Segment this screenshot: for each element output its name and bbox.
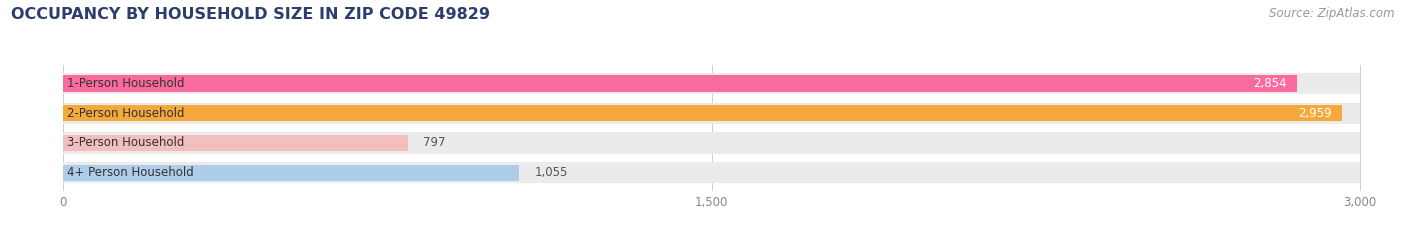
Text: 3-Person Household: 3-Person Household (66, 137, 184, 150)
Text: 797: 797 (423, 137, 446, 150)
Text: 4+ Person Household: 4+ Person Household (66, 166, 194, 179)
Text: 2,854: 2,854 (1253, 77, 1286, 90)
Bar (63, 73, 1360, 94)
Text: OCCUPANCY BY HOUSEHOLD SIZE IN ZIP CODE 49829: OCCUPANCY BY HOUSEHOLD SIZE IN ZIP CODE … (11, 7, 491, 22)
Bar (63, 103, 1360, 124)
Text: 1,055: 1,055 (534, 166, 568, 179)
Text: 2,959: 2,959 (1298, 107, 1331, 120)
Bar (63, 75, 1298, 92)
Bar (63, 135, 408, 151)
Text: 2-Person Household: 2-Person Household (66, 107, 184, 120)
Bar (63, 105, 1343, 121)
Text: Source: ZipAtlas.com: Source: ZipAtlas.com (1270, 7, 1395, 20)
Bar (63, 164, 519, 181)
Bar (63, 132, 1360, 154)
Text: 1-Person Household: 1-Person Household (66, 77, 184, 90)
Bar (63, 162, 1360, 183)
